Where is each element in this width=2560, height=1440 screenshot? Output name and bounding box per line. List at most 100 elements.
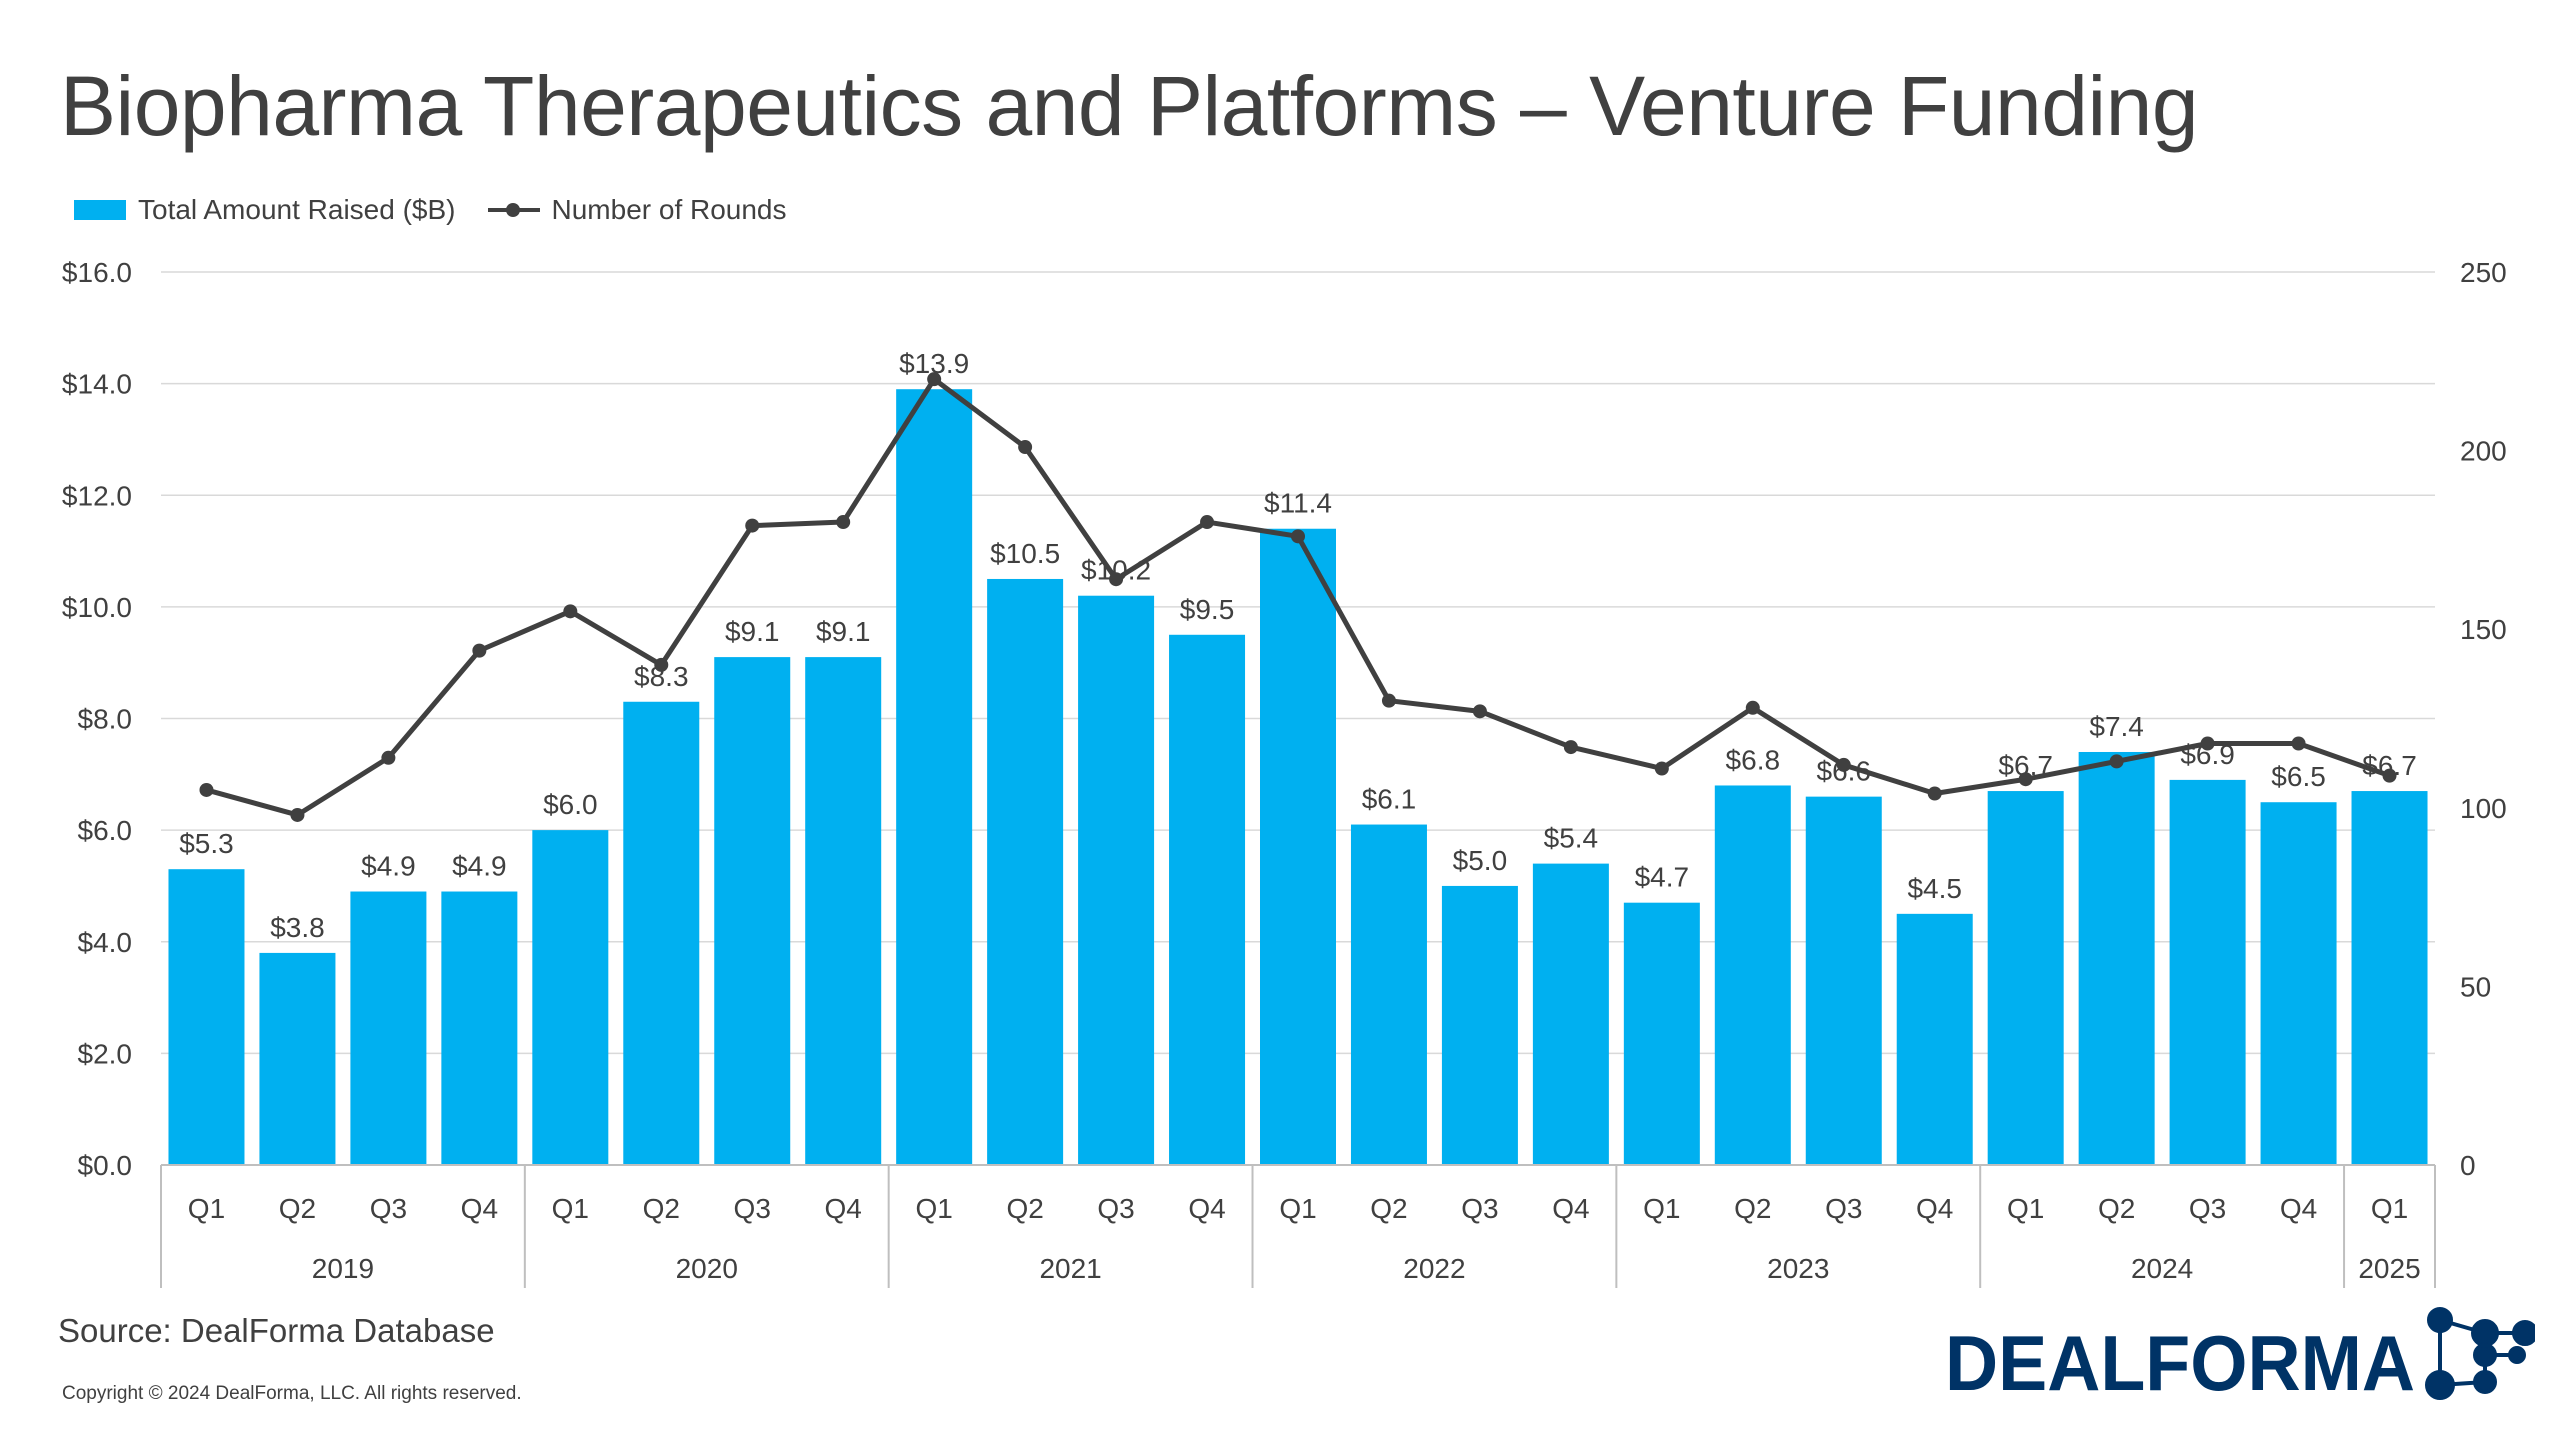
quarter-label: Q3	[370, 1193, 407, 1224]
chart-title: Biopharma Therapeutics and Platforms – V…	[60, 59, 2199, 153]
quarter-label: Q4	[825, 1193, 862, 1224]
rounds-point	[1745, 700, 1760, 715]
legend: Total Amount Raised ($B) Number of Round…	[74, 194, 787, 226]
rounds-point	[2109, 754, 2124, 769]
quarter-label: Q2	[279, 1193, 316, 1224]
bar-data-label: $4.9	[361, 851, 416, 882]
bar	[1532, 863, 1609, 1165]
legend-line-swatch	[487, 203, 540, 217]
rounds-point	[1654, 761, 1669, 776]
bar-data-label: $8.3	[634, 661, 689, 692]
bar-data-label: $7.4	[2089, 711, 2144, 742]
bar	[350, 891, 427, 1165]
bar-data-label: $13.9	[899, 348, 969, 379]
bar	[259, 952, 336, 1165]
rounds-point	[2018, 772, 2033, 787]
rounds-point	[1109, 572, 1124, 587]
bar-data-label: $6.7	[1998, 750, 2053, 781]
quarter-label: Q1	[552, 1193, 589, 1224]
bar-data-label: $6.1	[1362, 784, 1417, 815]
bar	[896, 389, 973, 1165]
quarter-label: Q2	[2098, 1193, 2135, 1224]
quarter-label: Q2	[1734, 1193, 1771, 1224]
bar	[1169, 634, 1246, 1165]
bar-data-label: $11.4	[1264, 488, 1332, 519]
rounds-point	[1200, 515, 1215, 530]
right-tick-label: 0	[2460, 1150, 2476, 1181]
quarter-label: Q3	[734, 1193, 771, 1224]
rounds-point	[1927, 786, 1942, 801]
right-tick-label: 150	[2460, 614, 2507, 645]
bar	[1805, 796, 1882, 1165]
bar	[2169, 779, 2246, 1165]
bar	[168, 869, 245, 1165]
quarter-label: Q3	[2189, 1193, 2226, 1224]
quarter-label: Q4	[1916, 1193, 1953, 1224]
bar	[987, 578, 1064, 1165]
right-tick-label: 100	[2460, 793, 2507, 824]
left-tick-label: $6.0	[78, 815, 133, 846]
quarter-label: Q4	[2280, 1193, 2317, 1224]
bar-data-label: $6.7	[2362, 750, 2417, 781]
rounds-point	[2200, 736, 2215, 751]
quarter-label: Q3	[1097, 1193, 1134, 1224]
right-tick-label: 50	[2460, 971, 2491, 1002]
bar	[1623, 902, 1700, 1165]
bar	[2078, 751, 2155, 1165]
quarter-label: Q2	[1006, 1193, 1043, 1224]
bar	[714, 657, 791, 1165]
bar-data-label: $5.3	[179, 828, 234, 859]
bar	[2351, 791, 2428, 1165]
dealforma-logo: DEALFORMA	[1945, 1307, 2535, 1400]
bar-data-label: $5.0	[1453, 845, 1508, 876]
bar-data-label: $6.8	[1726, 744, 1781, 775]
bar	[441, 891, 518, 1165]
left-tick-label: $12.0	[62, 480, 132, 511]
bar-data-label: $6.9	[2180, 739, 2235, 770]
left-tick-label: $2.0	[78, 1038, 133, 1069]
quarter-label: Q4	[1188, 1193, 1225, 1224]
rounds-point	[836, 515, 851, 530]
rounds-point	[472, 643, 487, 658]
bar-data-label: $9.5	[1180, 594, 1235, 625]
bar	[805, 657, 882, 1165]
rounds-point	[2382, 768, 2397, 783]
year-label: 2025	[2358, 1253, 2420, 1284]
right-tick-label: 250	[2460, 257, 2507, 288]
quarter-label: Q3	[1825, 1193, 1862, 1224]
year-label: 2023	[1767, 1253, 1829, 1284]
bar	[1714, 785, 1791, 1165]
quarter-label: Q1	[1643, 1193, 1680, 1224]
quarter-label: Q2	[1370, 1193, 1407, 1224]
bar-data-label: $10.2	[1081, 555, 1151, 586]
rounds-point	[1291, 529, 1305, 544]
left-tick-label: $8.0	[78, 704, 133, 735]
bar-data-label: $5.4	[1544, 823, 1599, 854]
bar	[1260, 528, 1336, 1165]
year-label: 2021	[1039, 1253, 1101, 1284]
rounds-point	[745, 518, 760, 533]
quarter-label: Q1	[915, 1193, 952, 1224]
rounds-point	[2291, 736, 2306, 751]
left-tick-label: $4.0	[78, 927, 133, 958]
left-tick-label: $10.0	[62, 592, 132, 623]
source-note: Source: DealForma Database	[58, 1312, 495, 1349]
rounds-point	[1381, 693, 1396, 708]
legend-line-label: Number of Rounds	[551, 194, 787, 225]
legend-bar-label: Total Amount Raised ($B)	[138, 194, 456, 225]
bar	[623, 701, 700, 1165]
quarter-label: Q1	[2007, 1193, 2044, 1224]
legend-bar-swatch	[74, 200, 126, 220]
quarter-label: Q4	[1552, 1193, 1589, 1224]
bar-data-label: $6.6	[1817, 756, 1872, 787]
rounds-point	[290, 807, 305, 822]
bar-data-label: $4.5	[1907, 873, 1962, 904]
rounds-point	[1018, 440, 1033, 455]
rounds-point	[563, 604, 578, 619]
rounds-point	[381, 750, 396, 765]
quarter-label: Q3	[1461, 1193, 1498, 1224]
quarter-label: Q2	[643, 1193, 680, 1224]
left-tick-label: $16.0	[62, 257, 132, 288]
left-tick-label: $14.0	[62, 369, 132, 400]
copyright: Copyright © 2024 DealForma, LLC. All rig…	[62, 1383, 522, 1404]
